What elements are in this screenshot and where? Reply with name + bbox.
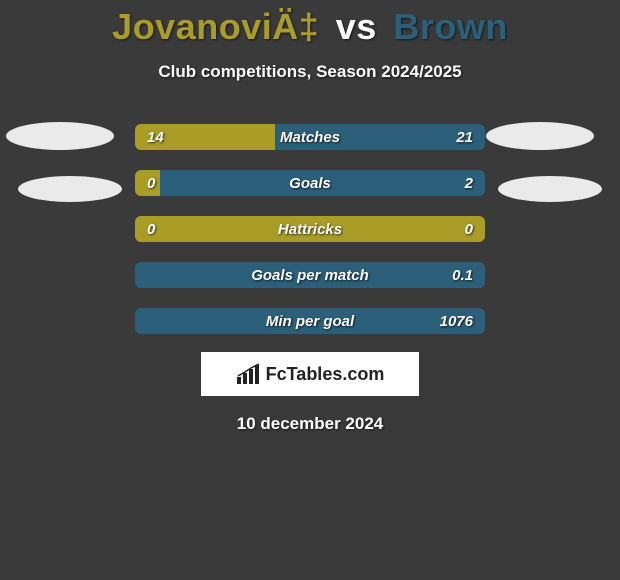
portrait-placeholder xyxy=(6,122,114,150)
portrait-placeholder xyxy=(498,176,602,202)
vs-text: vs xyxy=(336,6,377,47)
stat-bar-left xyxy=(135,170,160,196)
stat-bar-right xyxy=(135,308,485,334)
bars-icon xyxy=(236,363,262,385)
date-text: 10 december 2024 xyxy=(0,414,620,434)
stat-bar-left xyxy=(135,124,275,150)
stats-table: 14Matches21 0Goals2 0Hattricks0 Goals per m… xyxy=(135,124,485,334)
stat-bar-right xyxy=(135,262,485,288)
stat-row: Min per goal1076 xyxy=(135,308,485,334)
subtitle: Club competitions, Season 2024/2025 xyxy=(0,62,620,82)
stat-bar-right xyxy=(275,124,485,150)
stat-row: 0Hattricks0 xyxy=(135,216,485,242)
portrait-placeholder xyxy=(486,122,594,150)
comparison-title: JovanoviÄ‡ vs Brown xyxy=(0,0,620,48)
stat-bar-left xyxy=(135,216,485,242)
logo-text: FcTables.com xyxy=(266,364,385,385)
player2-name: Brown xyxy=(393,6,508,47)
stat-row: Goals per match0.1 xyxy=(135,262,485,288)
portrait-placeholder xyxy=(18,176,122,202)
player1-name: JovanoviÄ‡ xyxy=(112,6,319,47)
source-logo: FcTables.com xyxy=(201,352,419,396)
stat-row: 0Goals2 xyxy=(135,170,485,196)
stat-row: 14Matches21 xyxy=(135,124,485,150)
stat-bar-right xyxy=(160,170,486,196)
